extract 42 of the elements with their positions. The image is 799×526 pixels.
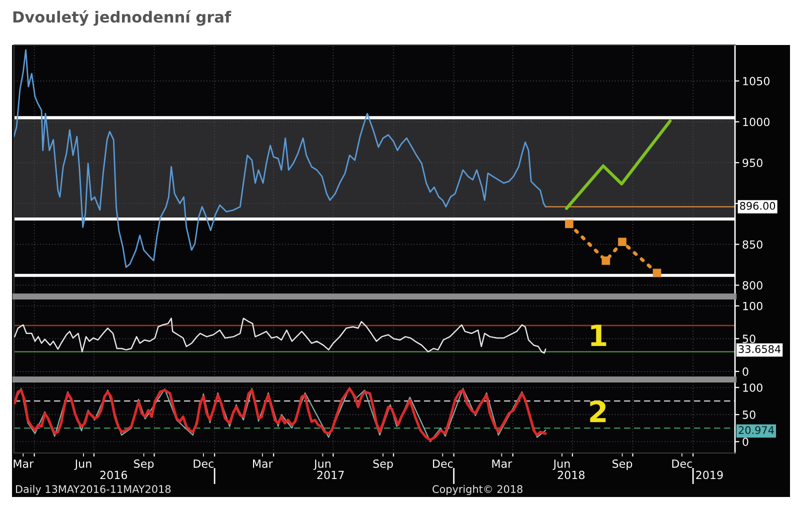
point [618,238,626,246]
text: 20.974 [738,426,774,434]
x-tick-label: Dec [194,460,214,468]
x-tick-label: Sep [373,459,393,470]
x-tick-label: Dec [672,460,692,468]
x2-tick-label: 2018 [558,470,585,480]
line-series [565,119,672,210]
y-tick-label: 950 [742,158,762,168]
line-series [14,318,546,354]
point [602,256,610,265]
y-tick-label: 1000 [743,118,770,126]
x-tick-label: Sep [134,459,154,470]
point [652,268,662,278]
text: Copyright© 2018 [432,484,522,496]
point [565,220,574,228]
y-tick-label: 0 [742,367,748,376]
x-tick-label: Mar [14,460,34,468]
x-tick-label: Jun [74,460,92,470]
annotation: 2 [590,400,606,422]
y-tick-label: 850 [742,240,762,249]
x-tick-label: Jun [313,460,330,470]
y-tick-label: 100 [743,302,762,310]
x-tick-label: Sep [612,459,632,470]
x2-tick-label: 2019 [696,470,723,480]
x2-tick-label: 2017 [317,470,344,480]
y-tick-label: 50 [742,334,756,344]
x-tick-label: Jun [552,460,570,470]
y-tick-label: 1050 [743,76,770,86]
line-series [14,49,546,268]
x2-tick-label: 2016 [100,470,128,480]
chart-title: Dvouletý jednodenní graf [13,10,232,26]
x-tick-label: Mar [253,460,273,468]
annotation: 1 [591,324,606,346]
x-tick-label: Mar [492,460,512,468]
y-tick-label: 800 [742,281,762,290]
text: Daily 13MAY2016-11MAY2018 [16,484,171,496]
annotation: 896.00 [740,202,776,210]
y-tick-label: 0 [742,438,748,446]
y-tick-label: 100 [743,383,762,392]
text: 33.6584 [738,345,780,354]
x-tick-label: Dec [433,460,453,468]
y-tick-label: 50 [742,410,756,419]
